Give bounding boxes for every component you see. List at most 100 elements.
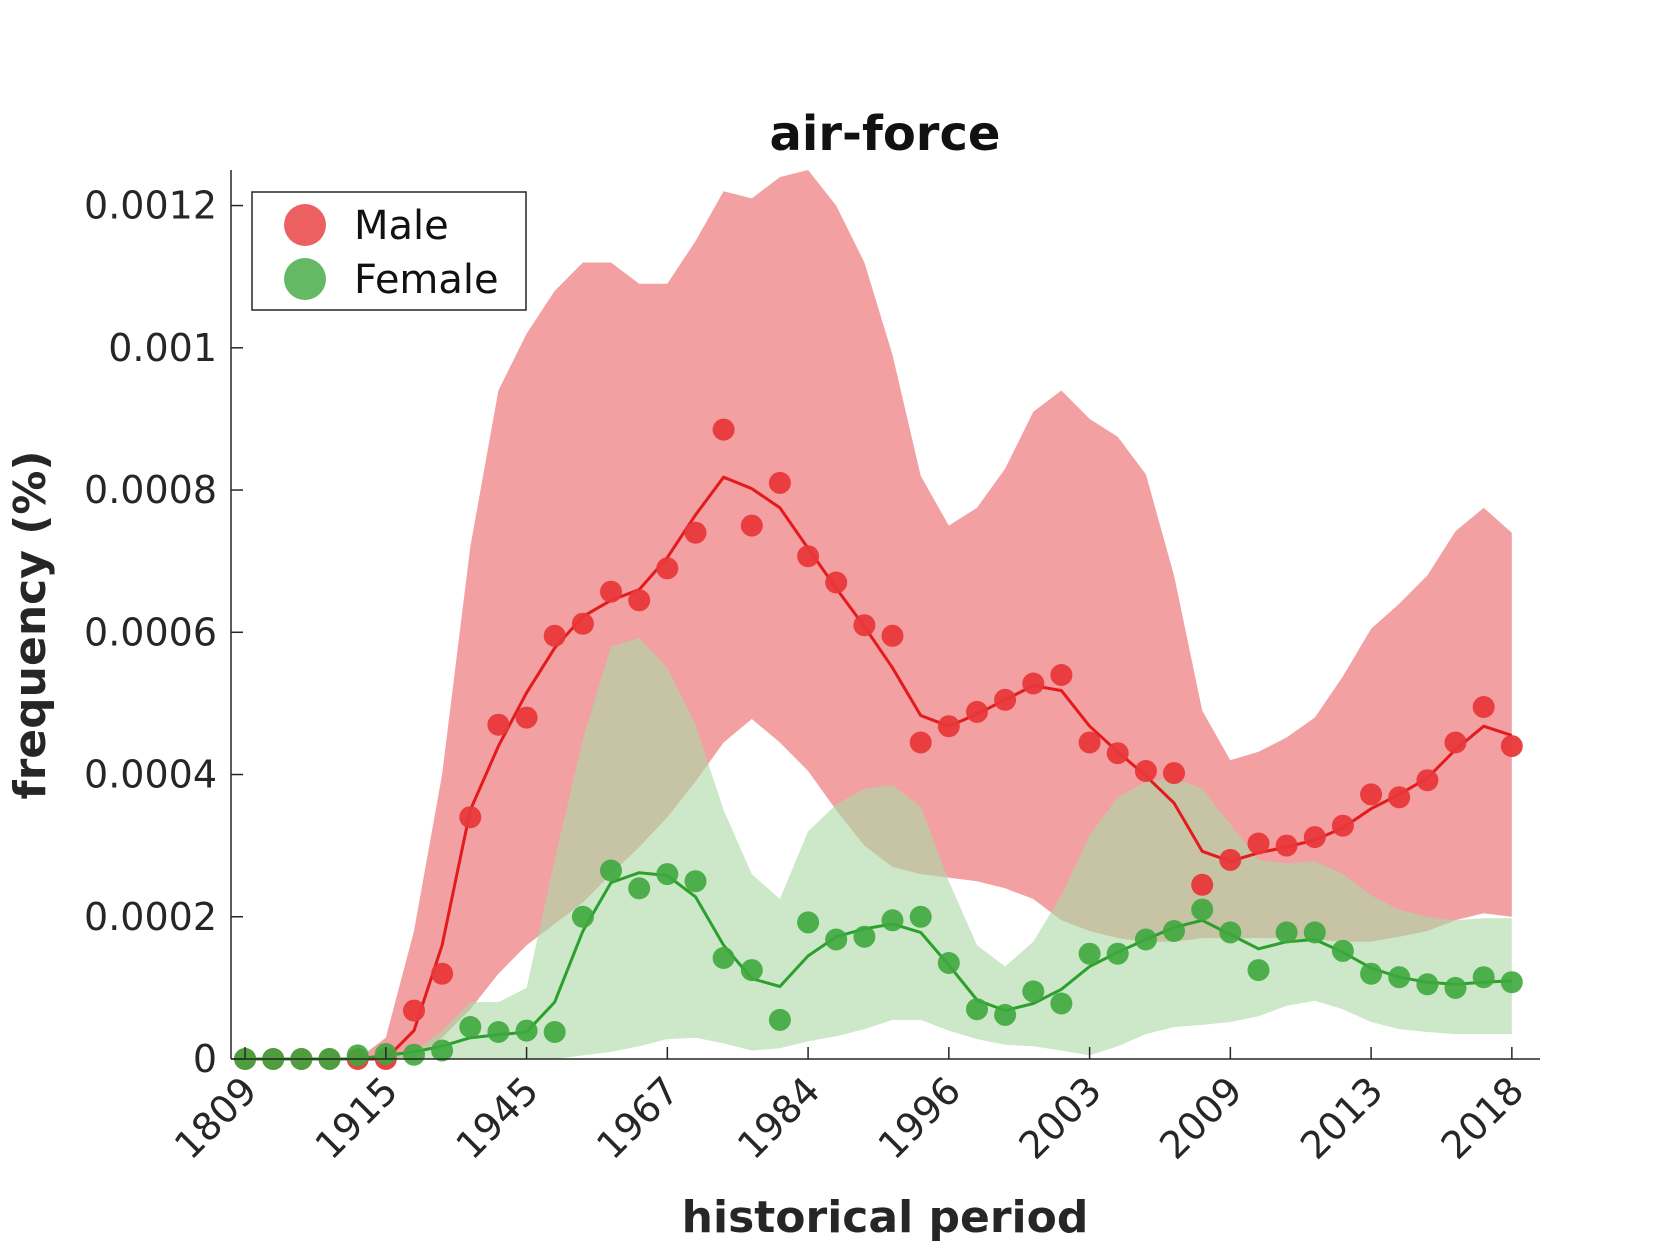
point-male: [853, 614, 876, 637]
legend-label-male: Male: [354, 203, 449, 249]
point-male: [1022, 672, 1045, 695]
legend-marker-female: [284, 258, 326, 300]
point-female: [459, 1016, 482, 1038]
y-tick-label: 0.0006: [84, 610, 217, 654]
x-axis-label: historical period: [682, 1192, 1089, 1243]
point-male: [459, 806, 482, 829]
point-female: [966, 998, 988, 1021]
point-male: [431, 962, 454, 985]
point-female: [1163, 920, 1185, 942]
point-female: [346, 1044, 369, 1067]
point-male: [1078, 731, 1101, 754]
point-male: [1388, 786, 1411, 809]
point-female: [1360, 962, 1383, 985]
point-male: [487, 713, 510, 736]
y-tick-label: 0.001: [108, 326, 217, 370]
point-female: [1050, 992, 1073, 1015]
y-axis-label: frequency (%): [5, 450, 56, 799]
point-male: [1303, 826, 1326, 849]
point-female: [600, 859, 622, 882]
point-male: [1106, 742, 1129, 765]
point-male: [543, 624, 566, 647]
point-female: [740, 959, 763, 982]
point-male: [600, 580, 622, 603]
legend: Male Female: [251, 191, 527, 311]
point-female: [1472, 966, 1495, 989]
point-male: [1275, 834, 1298, 857]
point-male: [966, 700, 988, 723]
point-female: [1022, 980, 1045, 1003]
point-male: [712, 418, 735, 441]
point-male: [768, 471, 791, 494]
legend-label-female: Female: [354, 257, 499, 303]
y-tick-label: 0.0002: [84, 895, 217, 939]
point-female: [909, 905, 932, 928]
point-female: [937, 952, 960, 974]
y-tick-label: 0.0004: [84, 753, 217, 797]
point-female: [1303, 921, 1326, 944]
point-male: [1416, 769, 1439, 792]
point-male: [515, 706, 538, 729]
point-male: [684, 521, 707, 544]
point-female: [543, 1021, 566, 1043]
smoothed-lines: [245, 475, 1513, 1061]
point-male: [1134, 760, 1157, 782]
point-male: [909, 731, 932, 754]
plot-area: [234, 170, 1523, 1070]
point-female: [825, 928, 848, 951]
point-male: [628, 589, 651, 612]
y-tick-label: 0: [193, 1037, 217, 1081]
point-female: [656, 863, 679, 886]
point-female: [684, 870, 707, 893]
point-female: [994, 1003, 1017, 1026]
point-female: [1078, 942, 1101, 965]
point-male: [1247, 832, 1270, 855]
point-male: [571, 612, 594, 635]
point-female: [1500, 971, 1523, 994]
point-female: [1444, 976, 1467, 999]
point-male: [937, 715, 960, 738]
point-female: [487, 1021, 510, 1043]
chart-title: air-force: [770, 106, 1001, 162]
point-male: [1444, 731, 1467, 754]
line-male: [245, 475, 1513, 1061]
point-female: [1134, 928, 1157, 951]
point-female: [1275, 921, 1298, 944]
point-female: [1331, 939, 1354, 962]
point-female: [1219, 921, 1242, 944]
point-male: [881, 624, 904, 647]
point-female: [515, 1019, 538, 1042]
point-male: [1163, 762, 1185, 785]
point-female: [797, 911, 820, 934]
point-female: [1416, 973, 1439, 996]
point-female: [403, 1043, 425, 1066]
point-female: [571, 905, 594, 928]
point-male: [1191, 873, 1214, 896]
point-male: [1360, 783, 1383, 806]
point-male: [1500, 735, 1523, 758]
point-female: [1388, 966, 1411, 989]
point-female: [1191, 898, 1214, 921]
point-female: [431, 1039, 454, 1062]
y-tick-label: 0.0012: [84, 184, 217, 228]
point-male: [994, 688, 1017, 711]
point-female: [853, 925, 876, 948]
legend-marker-male: [284, 204, 326, 246]
point-male: [740, 514, 763, 537]
line-female: [245, 871, 1512, 1061]
point-female: [628, 877, 651, 900]
point-male: [1050, 664, 1073, 686]
point-male: [1219, 848, 1242, 871]
point-female: [881, 909, 904, 932]
point-female: [1247, 959, 1270, 982]
point-male: [1331, 814, 1354, 837]
point-male: [1472, 696, 1495, 718]
point-female: [712, 947, 735, 969]
point-female: [768, 1008, 791, 1031]
point-female: [1106, 942, 1129, 965]
band-female: [245, 638, 1512, 1059]
y-tick-label: 0.0008: [84, 468, 217, 512]
point-male: [403, 999, 425, 1022]
point-male: [825, 571, 848, 594]
